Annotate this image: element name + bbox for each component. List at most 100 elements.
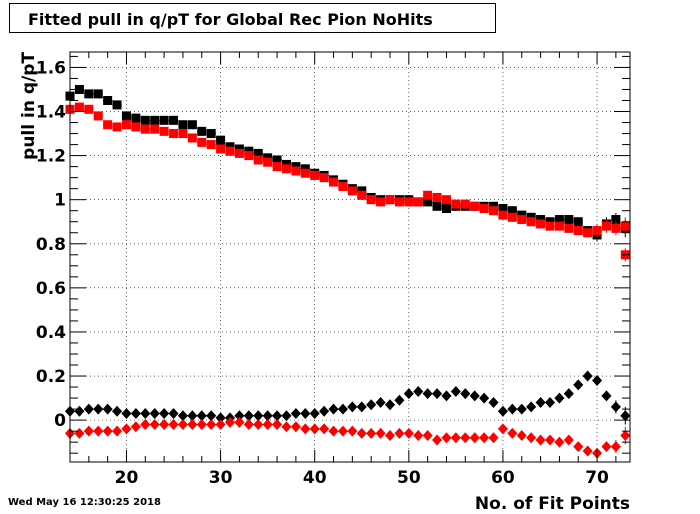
y-tick-label: 0.2 xyxy=(36,367,66,387)
square-point-1 xyxy=(404,197,414,207)
diamond-point-3 xyxy=(337,425,348,437)
square-point-0 xyxy=(140,115,150,125)
diamond-point-2 xyxy=(281,410,292,422)
diamond-point-3 xyxy=(262,419,273,431)
square-point-1 xyxy=(329,177,339,187)
square-point-1 xyxy=(169,129,179,139)
diamond-point-3 xyxy=(535,434,546,446)
diamond-point-2 xyxy=(460,388,471,400)
square-point-0 xyxy=(432,201,442,211)
diamond-point-3 xyxy=(441,432,452,444)
diamond-point-2 xyxy=(300,408,311,420)
square-point-0 xyxy=(507,206,517,216)
square-point-1 xyxy=(376,197,386,207)
diamond-point-2 xyxy=(83,403,94,415)
diamond-point-2 xyxy=(422,388,433,400)
diamond-point-2 xyxy=(413,385,424,397)
diamond-point-2 xyxy=(140,408,151,420)
square-point-1 xyxy=(413,197,423,207)
square-point-0 xyxy=(611,215,621,225)
diamond-point-2 xyxy=(121,408,132,420)
square-point-1 xyxy=(357,190,367,200)
diamond-point-3 xyxy=(187,419,198,431)
diamond-point-2 xyxy=(93,403,104,415)
square-point-1 xyxy=(526,217,536,227)
square-point-1 xyxy=(338,181,348,191)
diamond-point-3 xyxy=(545,434,555,446)
square-point-1 xyxy=(470,201,480,211)
square-point-1 xyxy=(263,157,273,167)
square-point-1 xyxy=(507,212,517,222)
timestamp: Wed May 16 12:30:25 2018 xyxy=(8,497,161,508)
square-point-0 xyxy=(178,120,188,130)
square-point-1 xyxy=(601,221,611,231)
diamond-point-3 xyxy=(573,441,584,453)
square-point-0 xyxy=(169,115,179,125)
diamond-point-2 xyxy=(187,410,198,422)
square-point-1 xyxy=(131,122,141,132)
diamond-point-3 xyxy=(149,419,160,431)
diamond-point-3 xyxy=(234,416,245,428)
plot-frame xyxy=(69,51,631,463)
diamond-point-2 xyxy=(215,412,226,424)
square-point-1 xyxy=(187,133,197,143)
diamond-point-3 xyxy=(460,432,471,444)
diamond-point-2 xyxy=(601,390,612,402)
diamond-point-3 xyxy=(507,427,518,439)
diamond-point-3 xyxy=(601,441,612,453)
square-point-1 xyxy=(592,226,602,236)
diamond-point-2 xyxy=(206,410,217,422)
square-point-0 xyxy=(197,126,207,136)
x-tick-label: 20 xyxy=(115,468,139,488)
diamond-point-2 xyxy=(526,401,537,413)
x-tick-label: 40 xyxy=(303,468,327,488)
x-tick-label: 60 xyxy=(491,468,515,488)
square-point-1 xyxy=(573,226,583,236)
square-point-1 xyxy=(385,195,395,205)
diamond-point-3 xyxy=(516,430,527,442)
y-tick-label: 1.6 xyxy=(36,58,66,78)
square-point-1 xyxy=(554,221,564,231)
square-point-1 xyxy=(140,124,150,134)
square-point-1 xyxy=(489,206,499,216)
y-tick-label: 1.4 xyxy=(36,103,66,123)
diamond-point-3 xyxy=(225,416,235,428)
diamond-point-3 xyxy=(309,423,320,435)
diamond-point-2 xyxy=(441,390,452,402)
diamond-point-2 xyxy=(262,410,273,422)
diamond-point-3 xyxy=(112,425,123,437)
diamond-point-3 xyxy=(366,427,377,439)
diamond-point-3 xyxy=(375,427,386,439)
diamond-point-2 xyxy=(554,392,565,404)
diamond-point-2 xyxy=(234,410,245,422)
diamond-point-3 xyxy=(93,425,104,437)
square-point-0 xyxy=(564,215,574,225)
square-point-0 xyxy=(423,197,433,207)
diamond-point-2 xyxy=(196,410,207,422)
square-point-1 xyxy=(310,170,320,180)
diamond-point-2 xyxy=(610,401,621,413)
diamond-point-2 xyxy=(450,385,461,397)
diamond-point-3 xyxy=(347,425,358,437)
x-tick-label: 70 xyxy=(585,468,609,488)
diamond-point-3 xyxy=(554,436,565,448)
square-point-1 xyxy=(74,102,84,112)
diamond-point-2 xyxy=(545,396,555,408)
square-point-1 xyxy=(545,221,555,231)
diamond-point-3 xyxy=(356,427,367,439)
square-point-1 xyxy=(394,197,404,207)
diamond-point-2 xyxy=(356,401,367,413)
diamond-point-2 xyxy=(563,388,574,400)
square-point-0 xyxy=(74,84,84,94)
square-point-1 xyxy=(216,144,226,154)
diamond-point-2 xyxy=(507,403,518,415)
diamond-point-3 xyxy=(281,421,292,433)
diamond-point-3 xyxy=(526,432,537,444)
diamond-point-3 xyxy=(300,423,311,435)
diamond-point-3 xyxy=(403,427,414,439)
square-point-0 xyxy=(150,115,160,125)
square-point-1 xyxy=(197,137,207,147)
diamond-point-2 xyxy=(432,388,443,400)
square-point-1 xyxy=(112,122,122,132)
diamond-point-3 xyxy=(74,427,85,439)
